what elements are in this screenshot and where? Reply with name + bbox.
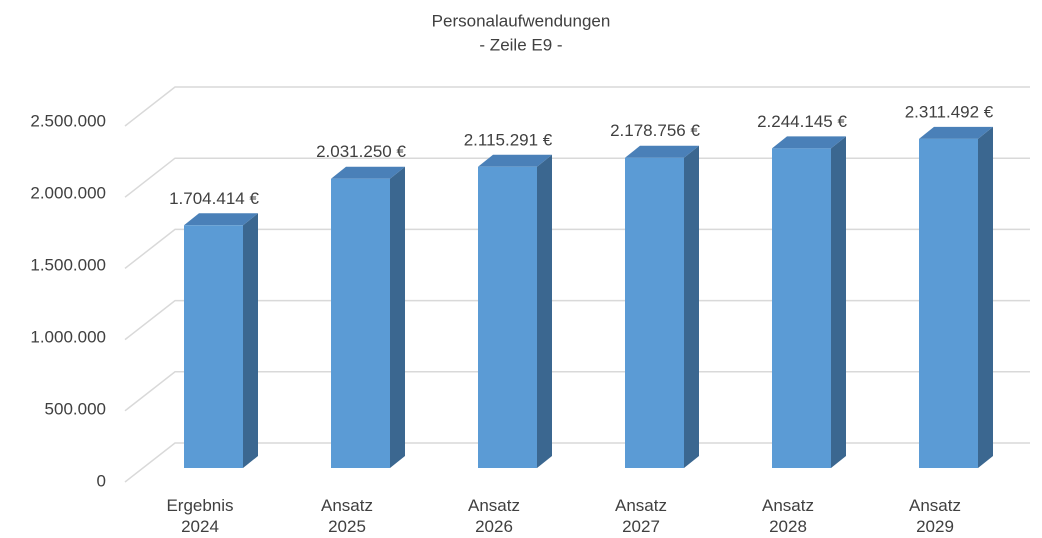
y-tick-label: 2.000.000 — [30, 183, 106, 202]
bar — [478, 154, 552, 468]
bar-top — [919, 126, 993, 139]
y-tick-label: 1.000.000 — [30, 327, 106, 346]
grid-line — [124, 228, 1030, 269]
y-tick-label: 1.500.000 — [30, 255, 106, 274]
bar-front — [478, 166, 537, 468]
grid-line — [124, 442, 1030, 483]
bar — [184, 213, 258, 468]
bar — [919, 126, 993, 468]
chart-subtitle: - Zeile E9 - — [479, 35, 562, 54]
bar-front — [184, 225, 243, 468]
bar — [625, 145, 699, 468]
grid-line — [124, 371, 1030, 412]
grid-line — [124, 299, 1030, 341]
data-label: 2.178.756 € — [610, 121, 700, 140]
y-tick-label: 2.500.000 — [30, 111, 106, 130]
data-label: 1.704.414 € — [169, 189, 259, 208]
x-tick-label: Ergebnis 2024 — [166, 496, 234, 536]
bar-top — [331, 166, 405, 179]
bar-top — [625, 145, 699, 158]
x-tick-label: Ansatz 2027 — [615, 496, 667, 536]
bar-front — [919, 138, 978, 468]
x-tick-label: Ansatz 2028 — [762, 496, 814, 536]
x-tick-label: Ansatz 2026 — [468, 496, 520, 536]
data-label: 2.311.492 € — [905, 102, 994, 121]
data-label: 2.031.250 € — [316, 142, 406, 161]
bar-top — [772, 136, 846, 149]
bar-top — [184, 213, 258, 226]
bar-front — [625, 157, 684, 468]
bar-side — [978, 126, 993, 468]
bar-side — [390, 166, 405, 468]
bar-side — [243, 213, 258, 468]
bar-side — [684, 145, 699, 468]
y-tick-label: 500.000 — [45, 399, 106, 418]
grid-line — [124, 157, 1030, 198]
data-label: 2.244.145 € — [757, 112, 847, 131]
bar — [331, 166, 405, 468]
grid-line — [124, 86, 1030, 127]
bar-side — [831, 136, 846, 468]
bar-front — [331, 178, 390, 468]
y-tick-label: 0 — [97, 471, 106, 490]
x-tick-label: Ansatz 2029 — [909, 496, 961, 536]
bar-top — [478, 154, 552, 167]
chart-title: Personalaufwendungen — [432, 11, 611, 30]
bar-side — [537, 154, 552, 468]
x-tick-label: Ansatz 2025 — [321, 496, 373, 536]
data-label: 2.115.291 € — [464, 130, 553, 149]
bar-front — [772, 148, 831, 468]
bar — [772, 136, 846, 468]
